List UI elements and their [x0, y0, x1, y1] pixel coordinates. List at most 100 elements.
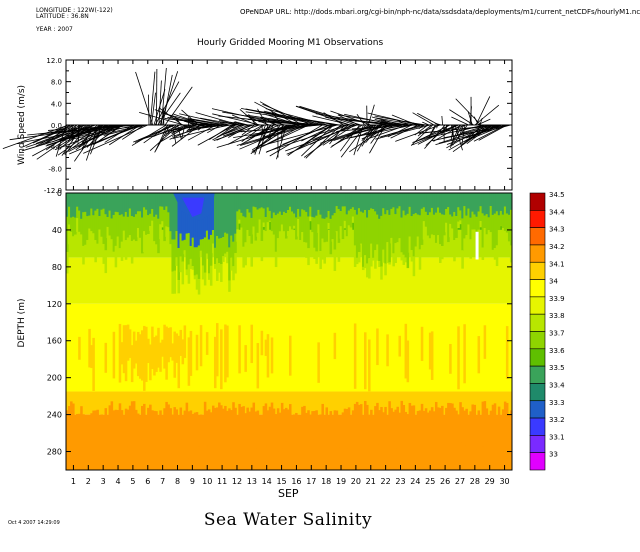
salinity-cell — [218, 193, 221, 239]
salinity-cell — [408, 193, 412, 207]
salinity-cell — [226, 233, 229, 252]
wind-stick — [66, 124, 136, 133]
salinity-cell — [145, 326, 148, 382]
salinity-cell — [451, 403, 454, 452]
salinity-cell — [80, 193, 83, 219]
salinity-cell — [120, 241, 124, 261]
salinity-cell — [114, 245, 118, 268]
salinity-cell — [278, 231, 282, 250]
salinity-cell — [396, 242, 399, 255]
salinity-cell — [136, 211, 140, 228]
salinity-cell — [453, 193, 456, 212]
salinity-cell — [240, 227, 243, 235]
salinity-cell — [307, 248, 310, 266]
salinity-cell — [236, 417, 239, 453]
salinity-cell — [345, 193, 349, 215]
salinity-cell — [311, 232, 314, 237]
salinity-cell — [443, 193, 446, 215]
salinity-cell — [416, 410, 420, 454]
salinity-cell — [224, 193, 227, 233]
salinity-cell — [254, 240, 258, 252]
wind-stick — [422, 121, 430, 126]
salinity-cell — [238, 219, 241, 224]
wind-stick — [35, 124, 75, 147]
salinity-cell — [141, 330, 144, 381]
salinity-cell — [177, 335, 181, 389]
salinity-cell — [463, 410, 466, 455]
salinity-cell — [364, 332, 367, 390]
salinity-cell — [351, 216, 355, 223]
salinity-cell — [280, 224, 284, 237]
salinity-cell — [507, 214, 511, 242]
data-gap — [475, 231, 479, 260]
salinity-cell — [291, 211, 294, 230]
salinity-cell — [211, 243, 215, 254]
salinity-cell — [181, 418, 185, 454]
salinity-cell — [418, 410, 422, 461]
salinity-cell — [234, 233, 237, 254]
salinity-cell — [177, 415, 181, 443]
salinity-cell — [335, 231, 339, 233]
salinity-cell — [218, 402, 221, 448]
salinity-cell — [289, 335, 292, 376]
salinity-cell — [295, 412, 298, 448]
salinity-cell — [457, 414, 460, 459]
salinity-cell — [96, 409, 99, 451]
footer-timestamp: Oct 4 2007 14:29:09 — [8, 520, 60, 526]
salinity-cell — [116, 212, 120, 237]
salinity-cell — [181, 193, 185, 241]
salinity-cell — [284, 213, 288, 239]
day-tick-label: 27 — [455, 477, 465, 486]
wind-stick — [375, 117, 416, 126]
salinity-cell — [159, 342, 162, 372]
wind-stick — [167, 124, 208, 132]
colorbar-swatch — [529, 192, 546, 211]
salinity-cell — [226, 251, 229, 264]
salinity-cell — [315, 251, 318, 264]
wind-stick — [181, 124, 186, 140]
salinity-cell — [329, 193, 333, 219]
salinity-cell — [262, 222, 266, 228]
salinity-cell — [499, 210, 503, 226]
salinity-cell — [428, 212, 432, 239]
wind-stick — [229, 121, 247, 126]
salinity-cell — [157, 415, 160, 459]
wind-ytick-label: 12.0 — [46, 57, 62, 65]
wind-stick — [93, 124, 143, 137]
salinity-cell — [291, 193, 294, 212]
salinity-cell — [76, 193, 79, 207]
salinity-cell — [315, 193, 318, 216]
salinity-cell — [157, 218, 160, 254]
salinity-cell — [501, 409, 505, 446]
salinity-cell — [169, 231, 172, 245]
salinity-cell — [325, 407, 329, 458]
salinity-cell — [72, 236, 75, 238]
wind-stick — [295, 105, 350, 126]
salinity-cell — [331, 239, 335, 242]
wind-stick — [222, 124, 250, 136]
salinity-cell — [323, 218, 326, 243]
salinity-cell — [272, 234, 276, 241]
depth-tick-label: 40 — [52, 226, 62, 235]
salinity-cell — [282, 193, 286, 212]
latitude-label: LATITUDE : 36.8N — [36, 13, 89, 20]
salinity-cell — [455, 237, 458, 243]
wind-stick — [455, 98, 482, 126]
salinity-cell — [209, 265, 213, 286]
salinity-cell — [439, 212, 442, 245]
salinity-cell — [80, 406, 83, 461]
salinity-cell — [238, 403, 241, 442]
salinity-cell — [246, 229, 249, 243]
salinity-cell — [189, 245, 193, 259]
salinity-cell — [457, 207, 460, 222]
day-tick-label: 11 — [217, 477, 227, 486]
salinity-cell — [337, 209, 341, 243]
salinity-cell — [487, 417, 491, 443]
salinity-cell — [351, 207, 355, 217]
salinity-cell — [88, 215, 91, 229]
salinity-cell — [92, 215, 95, 234]
salinity-cell — [432, 411, 436, 441]
salinity-cell — [147, 193, 150, 216]
salinity-cell — [420, 193, 424, 209]
